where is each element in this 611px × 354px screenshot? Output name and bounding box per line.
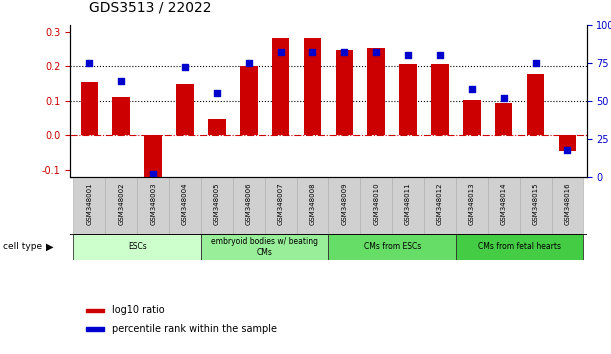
Point	[467, 86, 477, 92]
Text: GSM348005: GSM348005	[214, 183, 220, 225]
Text: percentile rank within the sample: percentile rank within the sample	[112, 324, 277, 334]
FancyBboxPatch shape	[137, 177, 169, 234]
FancyBboxPatch shape	[329, 177, 360, 234]
Bar	[81, 82, 98, 136]
Bar	[176, 84, 194, 136]
Point	[116, 78, 126, 84]
Bar	[495, 103, 513, 136]
Text: GSM348015: GSM348015	[533, 183, 538, 225]
Point	[244, 60, 254, 66]
Text: GSM348016: GSM348016	[565, 183, 571, 225]
Bar	[272, 38, 290, 136]
Point	[180, 64, 190, 70]
Point	[276, 49, 285, 55]
FancyBboxPatch shape	[392, 177, 424, 234]
Text: GSM348007: GSM348007	[277, 183, 284, 225]
Text: GSM348012: GSM348012	[437, 183, 443, 225]
FancyBboxPatch shape	[201, 177, 233, 234]
Text: GSM348004: GSM348004	[182, 183, 188, 225]
FancyBboxPatch shape	[73, 177, 105, 234]
Text: GSM348009: GSM348009	[342, 183, 347, 225]
Bar	[86, 327, 104, 331]
Point	[148, 171, 158, 177]
Text: GDS3513 / 22022: GDS3513 / 22022	[89, 0, 211, 14]
FancyBboxPatch shape	[456, 234, 584, 260]
Text: GSM348008: GSM348008	[310, 183, 315, 225]
FancyBboxPatch shape	[73, 234, 201, 260]
Bar	[240, 66, 257, 136]
Text: ESCs: ESCs	[128, 242, 147, 251]
Text: log10 ratio: log10 ratio	[112, 306, 165, 315]
Bar	[400, 63, 417, 136]
FancyBboxPatch shape	[296, 177, 329, 234]
Bar	[112, 97, 130, 136]
Point	[84, 60, 94, 66]
FancyBboxPatch shape	[519, 177, 552, 234]
FancyBboxPatch shape	[233, 177, 265, 234]
Text: GSM348003: GSM348003	[150, 183, 156, 225]
Point	[499, 95, 508, 101]
FancyBboxPatch shape	[488, 177, 519, 234]
Text: ▶: ▶	[46, 242, 53, 252]
Point	[212, 90, 222, 96]
Bar	[86, 309, 104, 312]
Bar	[304, 38, 321, 136]
Text: cell type: cell type	[3, 242, 42, 251]
Bar	[431, 63, 448, 136]
Text: GSM348006: GSM348006	[246, 183, 252, 225]
FancyBboxPatch shape	[456, 177, 488, 234]
Text: GSM348013: GSM348013	[469, 183, 475, 225]
Bar	[463, 100, 481, 136]
Point	[340, 49, 349, 55]
Point	[435, 52, 445, 58]
Text: CMs from ESCs: CMs from ESCs	[364, 242, 421, 251]
Text: GSM348001: GSM348001	[86, 183, 92, 225]
FancyBboxPatch shape	[105, 177, 137, 234]
Bar	[335, 50, 353, 136]
Bar	[527, 74, 544, 136]
FancyBboxPatch shape	[201, 234, 329, 260]
FancyBboxPatch shape	[329, 234, 456, 260]
Bar	[558, 136, 576, 151]
Text: CMs from fetal hearts: CMs from fetal hearts	[478, 242, 561, 251]
Point	[403, 52, 413, 58]
FancyBboxPatch shape	[424, 177, 456, 234]
FancyBboxPatch shape	[265, 177, 296, 234]
FancyBboxPatch shape	[360, 177, 392, 234]
FancyBboxPatch shape	[552, 177, 584, 234]
FancyBboxPatch shape	[169, 177, 201, 234]
Bar	[367, 48, 385, 136]
Text: embryoid bodies w/ beating
CMs: embryoid bodies w/ beating CMs	[211, 237, 318, 257]
Bar	[144, 136, 162, 181]
Text: GSM348011: GSM348011	[405, 183, 411, 225]
Text: GSM348002: GSM348002	[119, 183, 124, 225]
Bar	[208, 119, 225, 136]
Point	[563, 147, 573, 153]
Text: GSM348014: GSM348014	[500, 183, 507, 225]
Point	[307, 49, 317, 55]
Point	[531, 60, 541, 66]
Point	[371, 49, 381, 55]
Text: GSM348010: GSM348010	[373, 183, 379, 225]
